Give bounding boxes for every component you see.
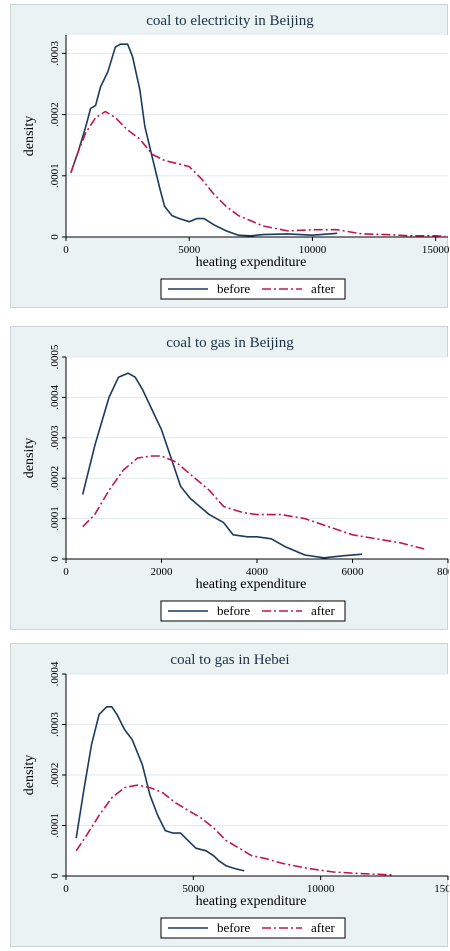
x-tick-label: 10000 <box>307 883 335 895</box>
density-chart-2: coal to gas in Beijing 0 .0001 .0002 .0003 .0… <box>22 335 449 622</box>
density-chart-3: coal to gas in Hebei 0 .0001 .0002 .0003 .000… <box>22 652 449 939</box>
legend-label-after: after <box>311 281 335 296</box>
chart-panel-coal-to-electricity-beijing: coal to electricity in Beijing 0 .0001 .000… <box>10 4 449 308</box>
series-line-before <box>75 705 245 872</box>
legend: before after <box>160 600 346 622</box>
x-axis-title: heating expenditure <box>196 577 307 592</box>
y-tick-label: .0001 <box>49 163 61 188</box>
legend-label-after: after <box>311 603 335 618</box>
series-line-after <box>70 110 446 238</box>
chart-title: coal to electricity in Beijing <box>146 13 314 29</box>
chart-panel-coal-to-gas-beijing: coal to gas in Beijing 0 .0001 .0002 .0003 .0… <box>10 326 449 630</box>
legend-box <box>160 600 346 622</box>
y-axis-title: density <box>22 438 37 478</box>
x-tick-label: 4000 <box>246 566 269 578</box>
y-axis-title: density <box>22 116 37 156</box>
x-tick-label: 15000 <box>422 244 449 256</box>
chart-title: coal to gas in Beijing <box>166 335 294 351</box>
y-tick-label: .0002 <box>49 763 61 788</box>
y-tick-label: .0001 <box>49 506 61 531</box>
series-line-before <box>70 43 338 237</box>
legend: before after <box>160 278 346 300</box>
y-tick-label: .0004 <box>49 661 61 686</box>
chart-panel-coal-to-gas-hebei: coal to gas in Hebei 0 .0001 .0002 .0003 .000… <box>10 643 449 947</box>
legend-label-after: after <box>311 920 335 935</box>
series-line-after <box>82 455 425 550</box>
y-tick-label: .0002 <box>49 102 61 127</box>
legend: before after <box>160 917 346 939</box>
y-tick-label: 0 <box>49 556 61 562</box>
x-tick-label: 8000 <box>437 566 449 578</box>
density-chart-1: coal to electricity in Beijing 0 .0001 .000… <box>22 13 449 300</box>
x-tick-label: 0 <box>63 566 69 578</box>
plot-area <box>66 357 448 559</box>
x-tick-label: 5000 <box>178 244 201 256</box>
y-tick-label: .0005 <box>49 344 61 369</box>
plot-area <box>66 35 448 237</box>
y-tick-label: .0003 <box>49 425 61 450</box>
x-tick-label: 5000 <box>182 883 205 895</box>
y-tick-label: .0003 <box>49 712 61 737</box>
y-tick-label: 0 <box>49 234 61 240</box>
legend-label-before: before <box>217 281 250 296</box>
legend-label-before: before <box>217 603 250 618</box>
y-tick-label: .0002 <box>49 466 61 491</box>
series-line-after <box>75 784 393 876</box>
x-tick-label: 0 <box>63 244 69 256</box>
x-axis-title: heating expenditure <box>196 894 307 909</box>
y-tick-label: .0003 <box>49 40 61 65</box>
x-tick-label: 2000 <box>151 566 174 578</box>
legend-box <box>160 278 346 300</box>
x-axis-title: heating expenditure <box>196 255 307 270</box>
legend-label-before: before <box>217 920 250 935</box>
x-tick-label: 10000 <box>299 244 327 256</box>
y-tick-label: 0 <box>49 873 61 879</box>
series-line-before <box>81 372 363 559</box>
y-axis-title: density <box>22 755 37 795</box>
y-tick-label: .0001 <box>49 813 61 838</box>
x-tick-label: 15000 <box>434 883 449 895</box>
legend-box <box>160 917 346 939</box>
y-tick-label: .0004 <box>49 385 61 410</box>
x-tick-label: 6000 <box>342 566 365 578</box>
chart-title: coal to gas in Hebei <box>170 652 289 668</box>
x-tick-label: 0 <box>63 883 69 895</box>
